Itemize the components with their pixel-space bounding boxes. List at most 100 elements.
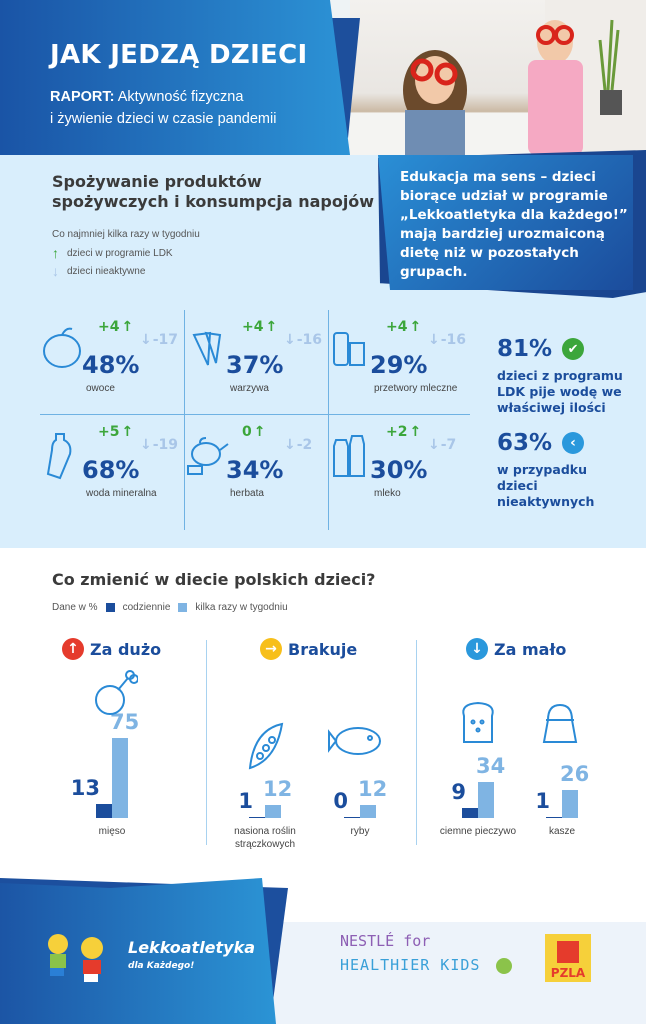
subtitle-line-2: i żywienie dzieci w czasie pandemii xyxy=(50,111,277,127)
nestle-logo-line2: HEALTHIER KIDS xyxy=(340,956,481,974)
percentage: 30% xyxy=(370,456,428,484)
item-label: mięso xyxy=(98,826,126,837)
ldk-mascots-logo xyxy=(48,934,103,982)
legend-swatch-weekly xyxy=(178,603,188,612)
report-subtitle: RAPORT: Aktywność fizyczna i żywienie dzi… xyxy=(50,86,276,130)
value-weekly: 12 xyxy=(358,777,388,802)
nestle-logo-mark xyxy=(496,958,512,974)
teapot-icon xyxy=(187,437,229,475)
inactive-change: ↓ -17 xyxy=(140,332,179,348)
grid-divider xyxy=(184,310,185,530)
arrow-right-icon: → xyxy=(260,638,282,660)
ldk-change: +4 ↑ xyxy=(98,319,134,335)
arrow-down-icon: ↓ xyxy=(140,332,152,348)
legend-down: ↓ dzieci nieaktywne xyxy=(52,263,146,279)
nestle-logo-line1: NESTLÉ for xyxy=(340,932,431,950)
diet-group-label: Za mało xyxy=(494,639,567,659)
value-daily: 13 xyxy=(70,776,100,801)
ldk-change: +4 ↑ xyxy=(386,319,422,335)
header-photo xyxy=(350,0,646,155)
pzla-logo: PZLA xyxy=(545,934,591,982)
arrow-down-icon: ↓ xyxy=(284,437,296,453)
percentage: 29% xyxy=(370,351,428,379)
consumption-note: Co najmniej kilka razy w tygodniu xyxy=(52,229,200,240)
diet-group-label: Za dużo xyxy=(90,639,162,659)
legend-up: ↑ dzieci w programie LDK xyxy=(52,245,173,261)
stat-inactive-text: w przypadku dzieci nieaktywnych xyxy=(497,462,595,509)
carrot-icon xyxy=(192,331,222,366)
diet-group-header: ↑ Za dużo xyxy=(62,638,161,660)
subtitle-line-1: Aktywność fizyczna xyxy=(117,89,244,105)
value-daily: 9 xyxy=(451,780,466,805)
grain-sack-icon xyxy=(542,703,578,743)
grid-divider xyxy=(328,310,329,530)
callout-text: Edukacja ma sens – dzieci biorące udział… xyxy=(400,169,628,280)
dairy-icon xyxy=(333,332,365,366)
arrow-down-icon: ↓ xyxy=(466,638,488,660)
chevron-left-icon: ‹ xyxy=(562,432,585,454)
milk-bottle-icon xyxy=(333,435,365,477)
bar-weekly xyxy=(478,781,494,818)
percentage: 48% xyxy=(82,351,140,379)
bar-daily xyxy=(96,804,112,818)
bar-daily xyxy=(344,816,360,818)
arrow-up-icon: ↑ xyxy=(121,424,134,440)
inactive-change: ↓ -2 xyxy=(284,437,313,453)
ldk-change: +2 ↑ xyxy=(386,424,422,440)
check-icon: ✔ xyxy=(562,338,585,360)
consumption-item: +4 ↑ ↓ -16 29% przetwory mleczne xyxy=(328,315,472,420)
item-label: herbata xyxy=(230,488,264,499)
item-label: kasze xyxy=(548,826,576,837)
percentage: 37% xyxy=(226,351,284,379)
grid-divider xyxy=(40,414,470,415)
consumption-title: Spożywanie produktów spożywczych i konsum… xyxy=(52,172,375,211)
item-label: nasiona roślin strączkowych xyxy=(234,826,296,850)
column-divider xyxy=(206,640,207,845)
arrow-up-icon: ↑ xyxy=(409,424,422,440)
value-weekly: 34 xyxy=(476,753,506,778)
apple-icon xyxy=(43,327,81,368)
arrow-up-icon: ↑ xyxy=(253,424,266,440)
stat-ldk-text: dzieci z programu LDK pije wodę we właśc… xyxy=(497,368,623,415)
children-with-peppers-photo xyxy=(403,0,646,155)
consumption-item: 0 ↑ ↓ -2 34% herbata xyxy=(184,420,328,525)
report-label: RAPORT: xyxy=(50,89,115,105)
arrow-up-icon: ↑ xyxy=(62,638,84,660)
consumption-item: +4 ↑ ↓ -17 48% owoce xyxy=(40,315,184,420)
item-label: przetwory mleczne xyxy=(374,383,458,394)
chicken-leg-icon xyxy=(95,670,138,715)
value-weekly: 12 xyxy=(263,777,293,802)
inactive-change: ↓ -7 xyxy=(428,437,457,453)
value-daily: 1 xyxy=(535,788,550,813)
stat-inactive: 63% ‹ xyxy=(497,430,585,456)
water-bottle-icon xyxy=(46,433,72,480)
value-weekly: 26 xyxy=(560,762,590,787)
callout-box xyxy=(378,155,633,290)
bar-weekly xyxy=(562,790,578,818)
item-label: warzywa xyxy=(230,383,269,394)
arrow-down-icon: ↓ xyxy=(428,437,440,453)
arrow-down-icon: ↓ xyxy=(140,437,152,453)
arrow-up-icon: ↑ xyxy=(265,319,278,335)
inactive-change: ↓ -19 xyxy=(140,437,179,453)
arrow-down-icon: ↓ xyxy=(284,332,296,348)
consumption-item: +5 ↑ ↓ -19 68% woda mineralna xyxy=(40,420,184,525)
bar-weekly xyxy=(360,805,376,818)
diet-title: Co zmienić w diecie polskich dzieci? xyxy=(52,570,376,589)
header-panel xyxy=(0,0,350,155)
arrow-up-icon: ↑ xyxy=(121,319,134,335)
footer-panel xyxy=(0,878,276,1024)
bread-icon xyxy=(462,701,494,743)
stat-ldk: 81% ✔ xyxy=(497,336,585,362)
diet-legend: Dane w % codziennie kilka razy w tygodni… xyxy=(52,602,288,613)
diet-group-label: Brakuje xyxy=(288,639,358,659)
arrow-down-icon: ↓ xyxy=(52,263,59,279)
item-label: ciemne pieczywo xyxy=(439,826,517,837)
ldk-change: +5 ↑ xyxy=(98,424,134,440)
percentage: 68% xyxy=(82,456,140,484)
consumption-item: +4 ↑ ↓ -16 37% warzywa xyxy=(184,315,328,420)
fish-icon xyxy=(328,727,381,755)
percentage: 34% xyxy=(226,456,284,484)
bar-weekly xyxy=(112,737,128,818)
pea-pod-icon xyxy=(248,722,284,770)
